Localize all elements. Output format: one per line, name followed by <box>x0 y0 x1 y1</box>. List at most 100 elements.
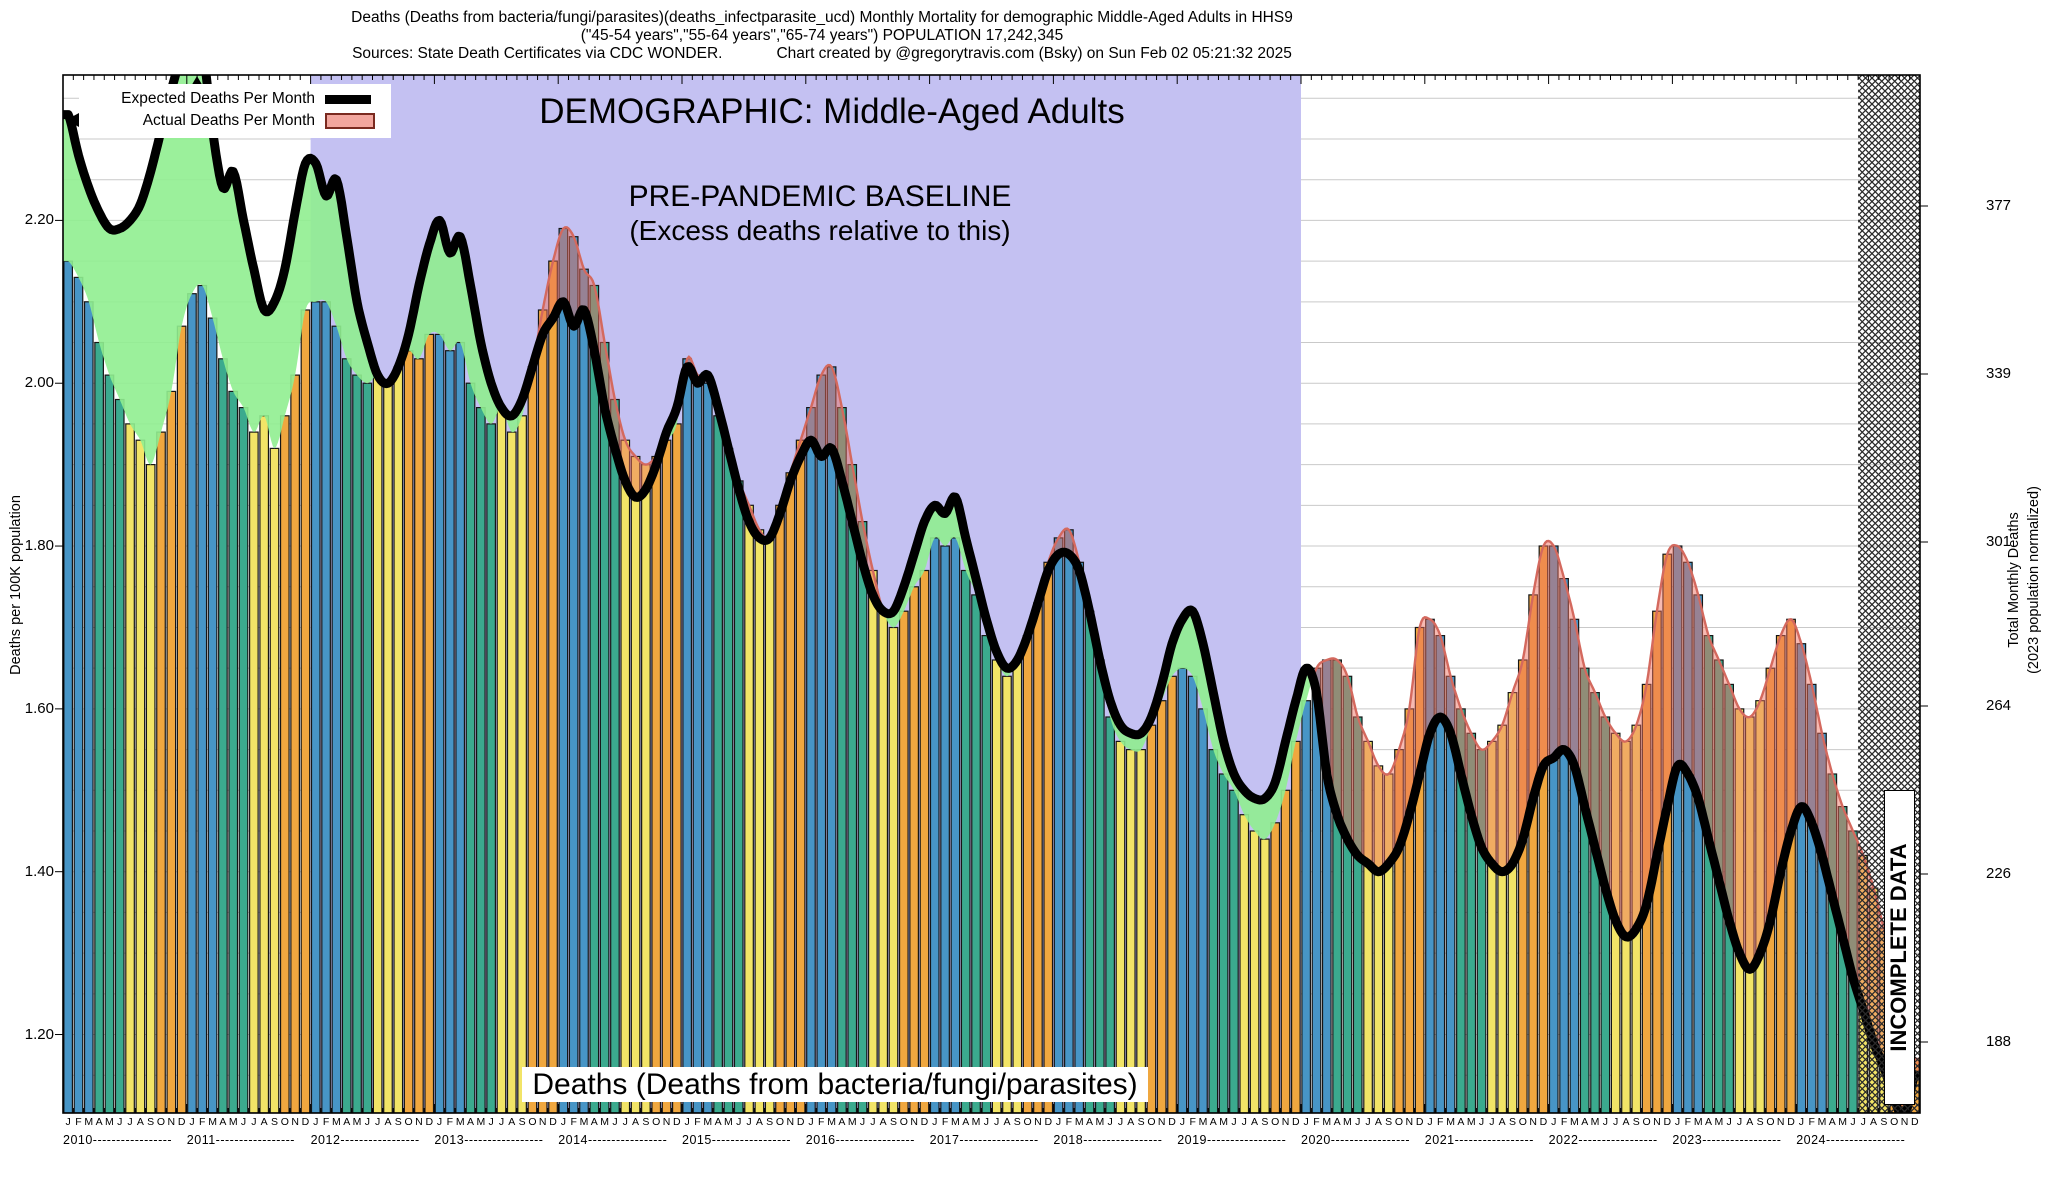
bar <box>434 333 445 1113</box>
bar <box>682 358 693 1113</box>
legend-actual-swatch <box>325 113 375 129</box>
month-letter: N <box>786 1116 795 1128</box>
bar <box>950 537 961 1113</box>
month-letter: O <box>1518 1116 1527 1128</box>
year-label: 2019----------------- <box>1177 1133 1287 1147</box>
month-letter: F <box>199 1116 206 1128</box>
month-letter: J <box>251 1116 257 1128</box>
month-letter: J <box>313 1116 319 1128</box>
bar <box>826 366 837 1113</box>
month-letter: J <box>488 1116 494 1128</box>
month-letter: J <box>1489 1116 1495 1128</box>
bar <box>1187 675 1198 1113</box>
month-letter: O <box>1766 1116 1775 1128</box>
month-letter: J <box>1303 1116 1309 1128</box>
bar <box>641 464 651 1113</box>
bar <box>352 374 362 1113</box>
legend-expected-swatch <box>325 94 371 104</box>
month-letter: A <box>1003 1116 1011 1128</box>
bar <box>362 382 373 1113</box>
month-letter: N <box>1405 1116 1414 1128</box>
month-letter: F <box>1437 1116 1444 1128</box>
month-letter: J <box>1850 1116 1856 1128</box>
month-letter: F <box>1808 1116 1815 1128</box>
month-letter: S <box>518 1116 526 1128</box>
bar <box>960 569 971 1113</box>
month-letter: M <box>847 1116 857 1128</box>
baseline-annotation-line1: PRE-PANDEMIC BASELINE <box>628 180 1012 213</box>
series-label: Deaths (Deaths from bacteria/fungi/paras… <box>522 1067 1148 1102</box>
month-letter: O <box>280 1116 289 1128</box>
year-label: 2017----------------- <box>929 1133 1039 1147</box>
bar <box>73 276 84 1113</box>
bar <box>506 431 517 1113</box>
bar <box>517 415 527 1113</box>
year-label: 2020----------------- <box>1301 1133 1411 1147</box>
month-letter: A <box>343 1116 351 1128</box>
month-letter: J <box>1478 1116 1485 1128</box>
month-letter: O <box>1394 1116 1404 1128</box>
month-letter: F <box>570 1116 577 1128</box>
bar <box>537 309 548 1113</box>
month-letter: O <box>1642 1116 1651 1128</box>
bar <box>321 301 331 1113</box>
y2-tick-label: 301 <box>1986 533 2012 550</box>
bar <box>785 472 796 1113</box>
legend-item-actual: Actual Deaths Per Month <box>83 110 383 132</box>
month-letter: J <box>983 1116 989 1128</box>
month-letter: S <box>1632 1116 1640 1128</box>
incomplete-data-label: INCOMPLETE DATA <box>1884 790 1915 1105</box>
y2-tick-label: 377 <box>1986 197 2012 214</box>
month-letter: M <box>476 1116 486 1128</box>
month-letter: A <box>219 1116 227 1128</box>
legend-item-expected: Expected Deaths Per Month <box>83 88 383 110</box>
bar <box>1156 700 1167 1113</box>
month-letter: N <box>291 1116 299 1128</box>
month-letter: J <box>117 1116 123 1128</box>
bar <box>661 439 672 1113</box>
month-letter: N <box>1529 1116 1537 1128</box>
credit-note: Chart created by @gregorytravis.com (Bsk… <box>776 45 1292 62</box>
month-letter: J <box>1736 1116 1743 1128</box>
month-letter: A <box>1704 1116 1712 1128</box>
month-letter: J <box>870 1116 876 1128</box>
month-letter: A <box>1828 1116 1836 1128</box>
bar <box>991 659 1002 1113</box>
month-letter: D <box>1292 1116 1300 1128</box>
bar <box>475 407 486 1113</box>
month-letter: A <box>1622 1116 1630 1128</box>
month-letter: J <box>1427 1116 1433 1128</box>
month-letter: J <box>1365 1116 1371 1128</box>
bar <box>558 227 569 1113</box>
month-letter: J <box>932 1116 938 1128</box>
month-letter: N <box>167 1116 176 1128</box>
bar <box>878 610 889 1113</box>
month-letter: M <box>951 1116 960 1128</box>
year-label: 2011----------------- <box>186 1133 295 1147</box>
bar <box>145 464 156 1113</box>
bar <box>125 423 135 1113</box>
month-letter: A <box>755 1116 763 1128</box>
bar <box>867 569 878 1113</box>
bar <box>1146 724 1157 1113</box>
year-label: 2012----------------- <box>310 1133 420 1147</box>
month-letter: M <box>455 1116 465 1128</box>
bar <box>310 301 321 1113</box>
month-letter: D <box>1663 1116 1672 1128</box>
bar <box>166 390 177 1113</box>
bar <box>1053 537 1064 1113</box>
month-letter: A <box>384 1116 392 1128</box>
bar <box>486 423 497 1113</box>
bar <box>775 504 785 1113</box>
month-letter: F <box>1684 1116 1692 1128</box>
bar <box>909 586 919 1113</box>
bar <box>1125 748 1136 1113</box>
month-letter: M <box>971 1116 981 1128</box>
bar <box>744 504 754 1113</box>
month-letter: J <box>808 1116 814 1128</box>
month-letter: F <box>1065 1116 1073 1128</box>
month-letter: M <box>1446 1116 1455 1128</box>
month-letter: F <box>1313 1116 1320 1128</box>
month-letter: N <box>910 1116 918 1128</box>
month-letter: N <box>662 1116 671 1128</box>
